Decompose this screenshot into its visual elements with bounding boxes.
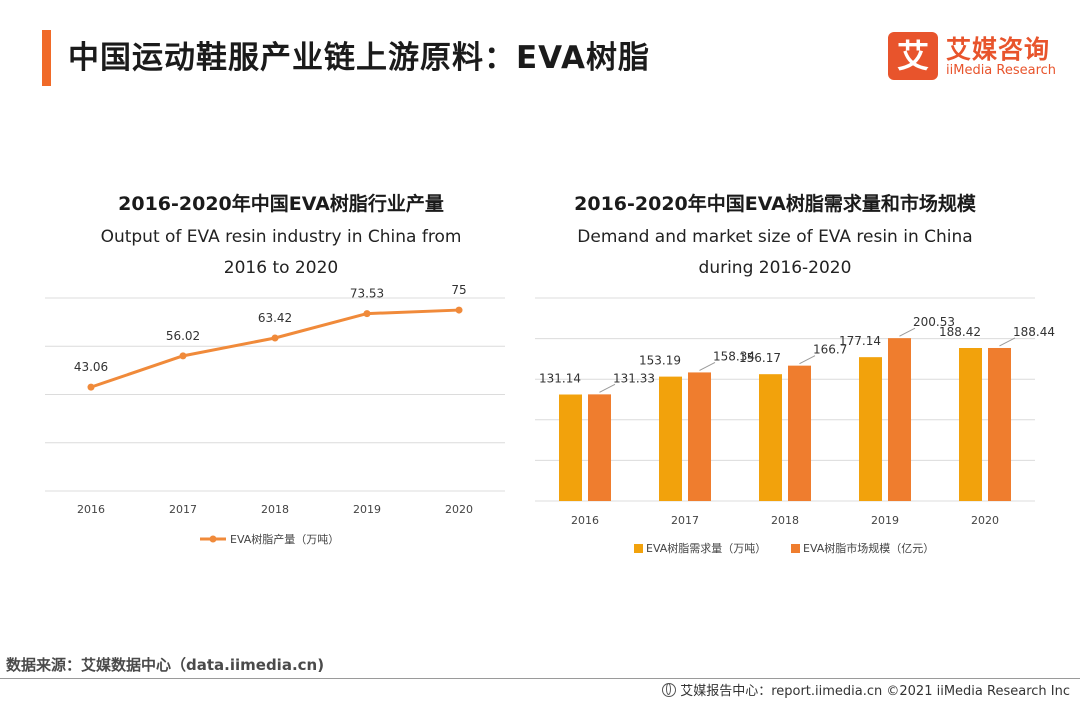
bar-x-tick-label: 2016 — [571, 514, 599, 527]
bar-mark — [788, 365, 811, 501]
bar-mark — [759, 374, 782, 501]
line-x-tick-label: 2020 — [445, 503, 473, 516]
bar-data-label: 153.19 — [639, 354, 681, 368]
line-data-label: 43.06 — [74, 360, 108, 374]
bar-mark — [588, 394, 611, 501]
line-data-label: 63.42 — [258, 311, 292, 325]
bar-legend-label: EVA树脂市场规模（亿元） — [803, 541, 934, 555]
line-data-label: 73.53 — [350, 287, 384, 301]
bar-legend-label: EVA树脂需求量（万吨） — [646, 541, 766, 555]
line-chart-title: 2016-2020年中国EVA树脂行业产量 — [118, 193, 444, 215]
bar-data-label: 158.34 — [713, 349, 755, 363]
bar-legend-swatch — [634, 544, 643, 553]
line-point — [271, 334, 279, 342]
bar-mark — [559, 394, 582, 501]
bar-label-leader — [599, 383, 616, 393]
line-data-label: 56.02 — [166, 329, 200, 343]
bar-chart-title: 2016-2020年中国EVA树脂需求量和市场规模 — [574, 193, 976, 215]
bar-mark — [859, 357, 882, 501]
line-legend-marker — [209, 535, 217, 543]
bar-chart-heading: 2016-2020年中国EVA树脂需求量和市场规模 Demand and mar… — [535, 189, 1015, 284]
line-point — [363, 310, 371, 318]
bar-mark — [688, 372, 711, 501]
bar-legend-swatch — [791, 544, 800, 553]
bar-label-leader — [899, 327, 916, 337]
bar-data-label: 166.7 — [813, 343, 847, 357]
bar-data-label: 131.33 — [613, 371, 655, 385]
line-chart-subtitle-1: Output of EVA resin industry in China fr… — [100, 227, 462, 247]
line-data-label: 75 — [451, 283, 466, 297]
bar-data-label: 200.53 — [913, 315, 955, 329]
footer-divider — [0, 678, 1080, 679]
bar-label-leader — [999, 337, 1016, 347]
line-x-tick-label: 2017 — [169, 503, 197, 516]
line-x-tick-label: 2016 — [77, 503, 105, 516]
bar-data-label: 177.14 — [839, 334, 881, 348]
bar-chart-subtitle-2: during 2016-2020 — [698, 258, 852, 278]
logo-mark: 艾 — [888, 32, 938, 80]
bar-data-label: 131.14 — [539, 372, 581, 386]
globe-icon — [662, 682, 677, 697]
line-point — [87, 383, 95, 391]
bar-x-tick-label: 2020 — [971, 514, 999, 527]
copyright-text: 艾媒报告中心：report.iimedia.cn ©2021 iiMedia R… — [680, 684, 1070, 699]
line-chart-heading: 2016-2020年中国EVA树脂行业产量 Output of EVA resi… — [41, 189, 521, 284]
copyright: 艾媒报告中心：report.iimedia.cn ©2021 iiMedia R… — [662, 680, 1070, 699]
bar-x-tick-label: 2017 — [671, 514, 699, 527]
bar-x-tick-label: 2018 — [771, 514, 799, 527]
line-x-tick-label: 2019 — [353, 503, 381, 516]
data-source: 数据来源：艾媒数据中心（data.iimedia.cn) — [6, 656, 325, 674]
line-chart-subtitle-2: 2016 to 2020 — [223, 258, 339, 278]
bar-chart-subtitle-1: Demand and market size of EVA resin in C… — [577, 227, 973, 247]
logo-cn-text: 艾媒咨询 — [946, 35, 1051, 64]
bar-label-leader — [799, 355, 816, 365]
page-title: 中国运动鞋服产业链上游原料：EVA树脂 — [68, 40, 651, 76]
bar-data-label: 188.42 — [939, 325, 981, 339]
title-accent-bar — [42, 30, 51, 86]
bar-mark — [888, 338, 911, 501]
bar-x-tick-label: 2019 — [871, 514, 899, 527]
bar-label-leader — [699, 361, 716, 371]
bar-data-label: 188.44 — [1013, 325, 1055, 339]
line-legend-label: EVA树脂产量（万吨） — [230, 532, 339, 546]
bar-data-label: 156.17 — [739, 351, 781, 365]
bar-mark — [988, 347, 1011, 501]
line-x-tick-label: 2018 — [261, 503, 289, 516]
bar-mark — [959, 348, 982, 501]
line-point — [179, 352, 187, 360]
bar-mark — [659, 376, 682, 501]
line-point — [455, 306, 463, 314]
iimedia-logo[interactable]: 艾 艾媒咨询 iiMedia Research — [888, 30, 1063, 82]
logo-en-text: iiMedia Research — [946, 63, 1057, 78]
